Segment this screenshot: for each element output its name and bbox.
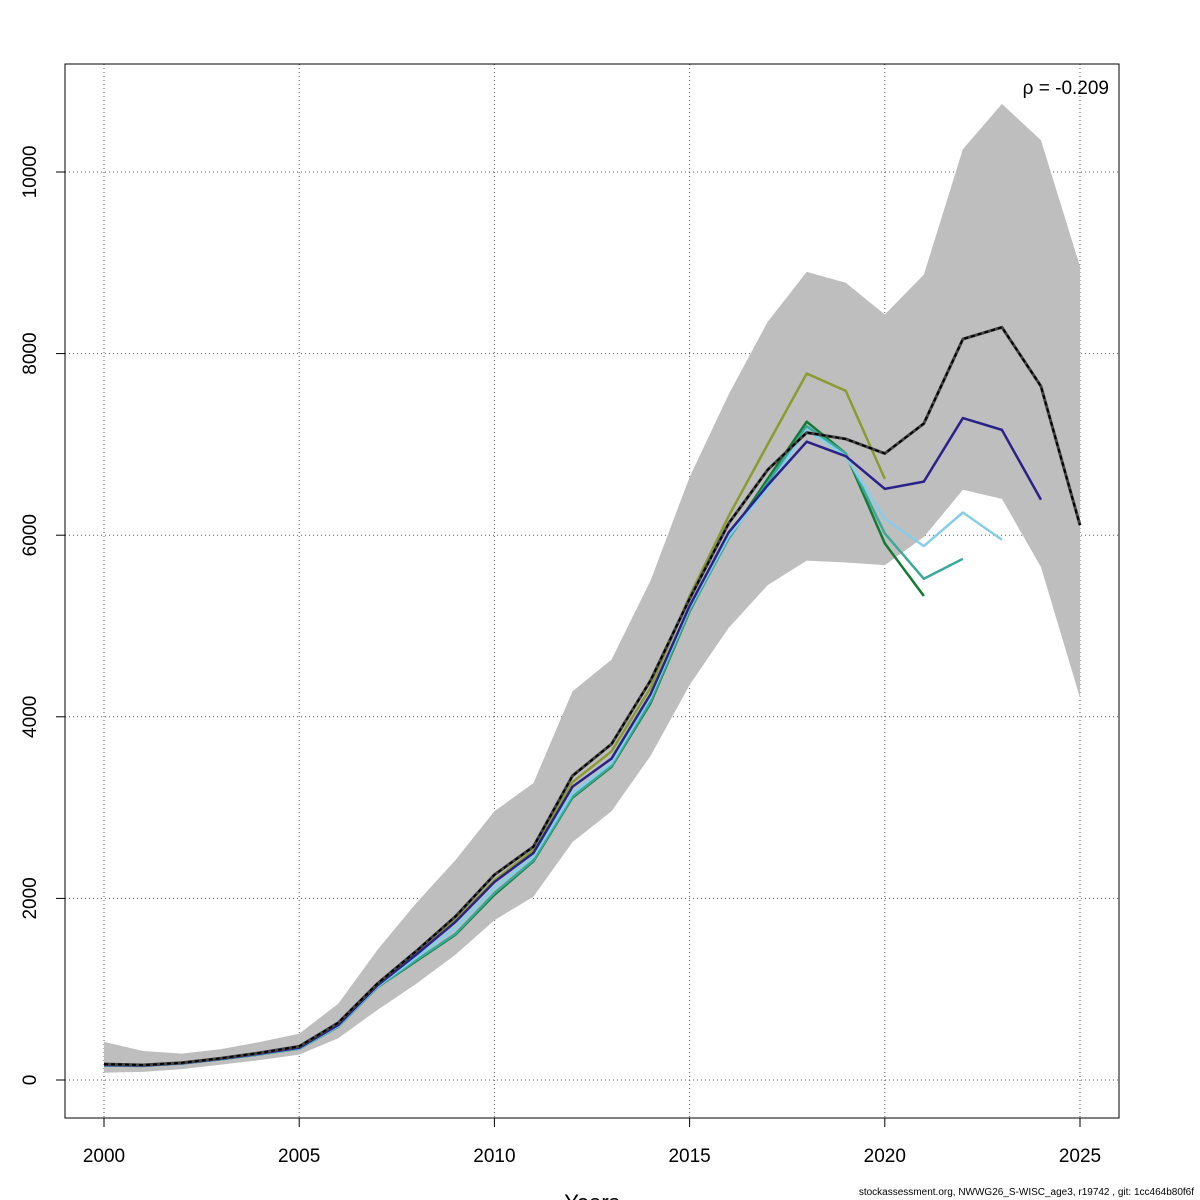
y-tick-label: 8000	[20, 332, 41, 374]
footer-credit: stockassessment.org, NWWG26_S-WISC_age3,…	[858, 1187, 1194, 1198]
x-tick-label: 2025	[1059, 1146, 1101, 1167]
band-area	[104, 103, 1080, 1073]
y-tick-label: 4000	[20, 696, 41, 738]
plot-frame	[64, 63, 1120, 1119]
x-tick-label: 2000	[83, 1146, 125, 1167]
x-axis-title: Years	[564, 1190, 619, 1200]
y-tick-label: 2000	[20, 877, 41, 919]
y-tick-label: 6000	[20, 514, 41, 556]
y-axis: 0 2000 4000 6000 8000 10000	[20, 146, 65, 1086]
series-line-full-dashes	[103, 326, 1081, 1067]
confidence-band	[104, 103, 1080, 1073]
series-lines	[103, 325, 1082, 1068]
x-axis: 2000 2005 2010 2015 2020 2025	[83, 1118, 1101, 1167]
rho-annotation: ρ = -0.209	[1023, 78, 1109, 99]
x-tick-label: 2010	[473, 1146, 515, 1167]
x-tick-label: 2015	[668, 1146, 710, 1167]
y-tick-label: 10000	[20, 146, 41, 199]
y-tick-label: 0	[20, 1075, 41, 1086]
x-tick-label: 2020	[864, 1146, 906, 1167]
x-tick-label: 2005	[278, 1146, 320, 1167]
